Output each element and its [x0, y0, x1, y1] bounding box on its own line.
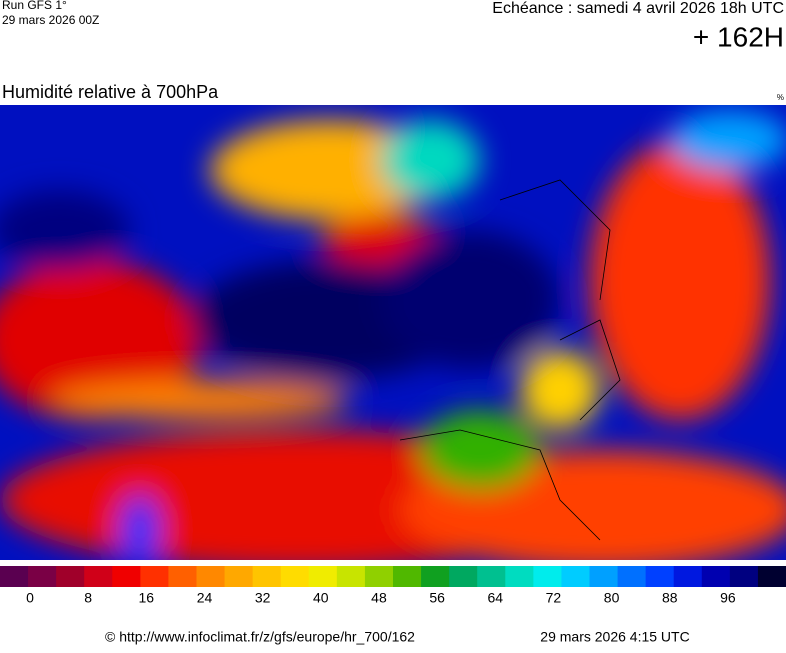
- colorbar-swatch: [196, 566, 226, 587]
- colorbar-swatch: [56, 566, 85, 587]
- colorbar-tick-label: 16: [139, 590, 155, 606]
- colorbar-swatch: [533, 566, 562, 587]
- colorbar-swatch: [0, 566, 29, 587]
- lead-time: + 162H: [693, 21, 784, 52]
- colorbar-swatch: [701, 566, 731, 587]
- unit: %: [777, 93, 784, 102]
- colorbar-swatch: [252, 566, 282, 587]
- colorbar-swatch: [645, 566, 675, 587]
- colorbar-swatch: [757, 566, 786, 587]
- source-url: © http://www.infoclimat.fr/z/gfs/europe/…: [105, 629, 415, 645]
- colorbar-swatch: [336, 566, 366, 587]
- colorbar-swatch: [112, 566, 141, 587]
- colorbar-tick-label: 96: [720, 590, 736, 606]
- generated-time: 29 mars 2026 4:15 UTC: [540, 629, 689, 645]
- run-date: 29 mars 2026 00Z: [2, 13, 99, 27]
- colorbar-tick-label: 72: [546, 590, 562, 606]
- colorbar-swatch: [28, 566, 57, 587]
- colorbar-swatch: [589, 566, 619, 587]
- map-title: Humidité relative à 700hPa: [2, 82, 219, 102]
- colorbar-tick-label: 24: [197, 590, 213, 606]
- colorbar-swatch: [280, 566, 310, 587]
- colorbar-swatch: [84, 566, 113, 587]
- colorbar-swatch: [421, 566, 450, 587]
- map: [0, 105, 786, 560]
- colorbar-tick-label: 80: [604, 590, 620, 606]
- colorbar-swatch: [224, 566, 254, 587]
- colorbar-swatch: [729, 566, 759, 587]
- valid-time: Echéance : samedi 4 avril 2026 18h UTC: [492, 0, 784, 17]
- colorbar: 0 8 16 24 32 40 48 56 64 72 80 88 96: [0, 566, 786, 606]
- colorbar-swatch: [308, 566, 338, 587]
- colorbar-swatch: [449, 566, 478, 587]
- run: Run GFS 1°: [2, 0, 67, 12]
- colorbar-tick-label: 64: [487, 590, 503, 606]
- colorbar-tick-label: 8: [84, 590, 92, 606]
- colorbar-tick-label: 0: [26, 590, 34, 606]
- colorbar-swatch: [673, 566, 703, 587]
- colorbar-tick-label: 56: [429, 590, 445, 606]
- colorbar-swatch: [617, 566, 647, 587]
- colorbar-swatch: [477, 566, 506, 587]
- colorbar-swatch: [393, 566, 422, 587]
- colorbar-tick-label: 88: [662, 590, 678, 606]
- colorbar-tick-label: 48: [371, 590, 387, 606]
- colorbar-swatch: [140, 566, 169, 587]
- colorbar-swatch: [505, 566, 534, 587]
- colorbar-tick-label: 32: [255, 590, 271, 606]
- colorbar-swatch: [561, 566, 590, 587]
- colorbar-tick-label: 40: [313, 590, 329, 606]
- colorbar-swatch: [364, 566, 394, 587]
- colorbar-swatch: [168, 566, 197, 587]
